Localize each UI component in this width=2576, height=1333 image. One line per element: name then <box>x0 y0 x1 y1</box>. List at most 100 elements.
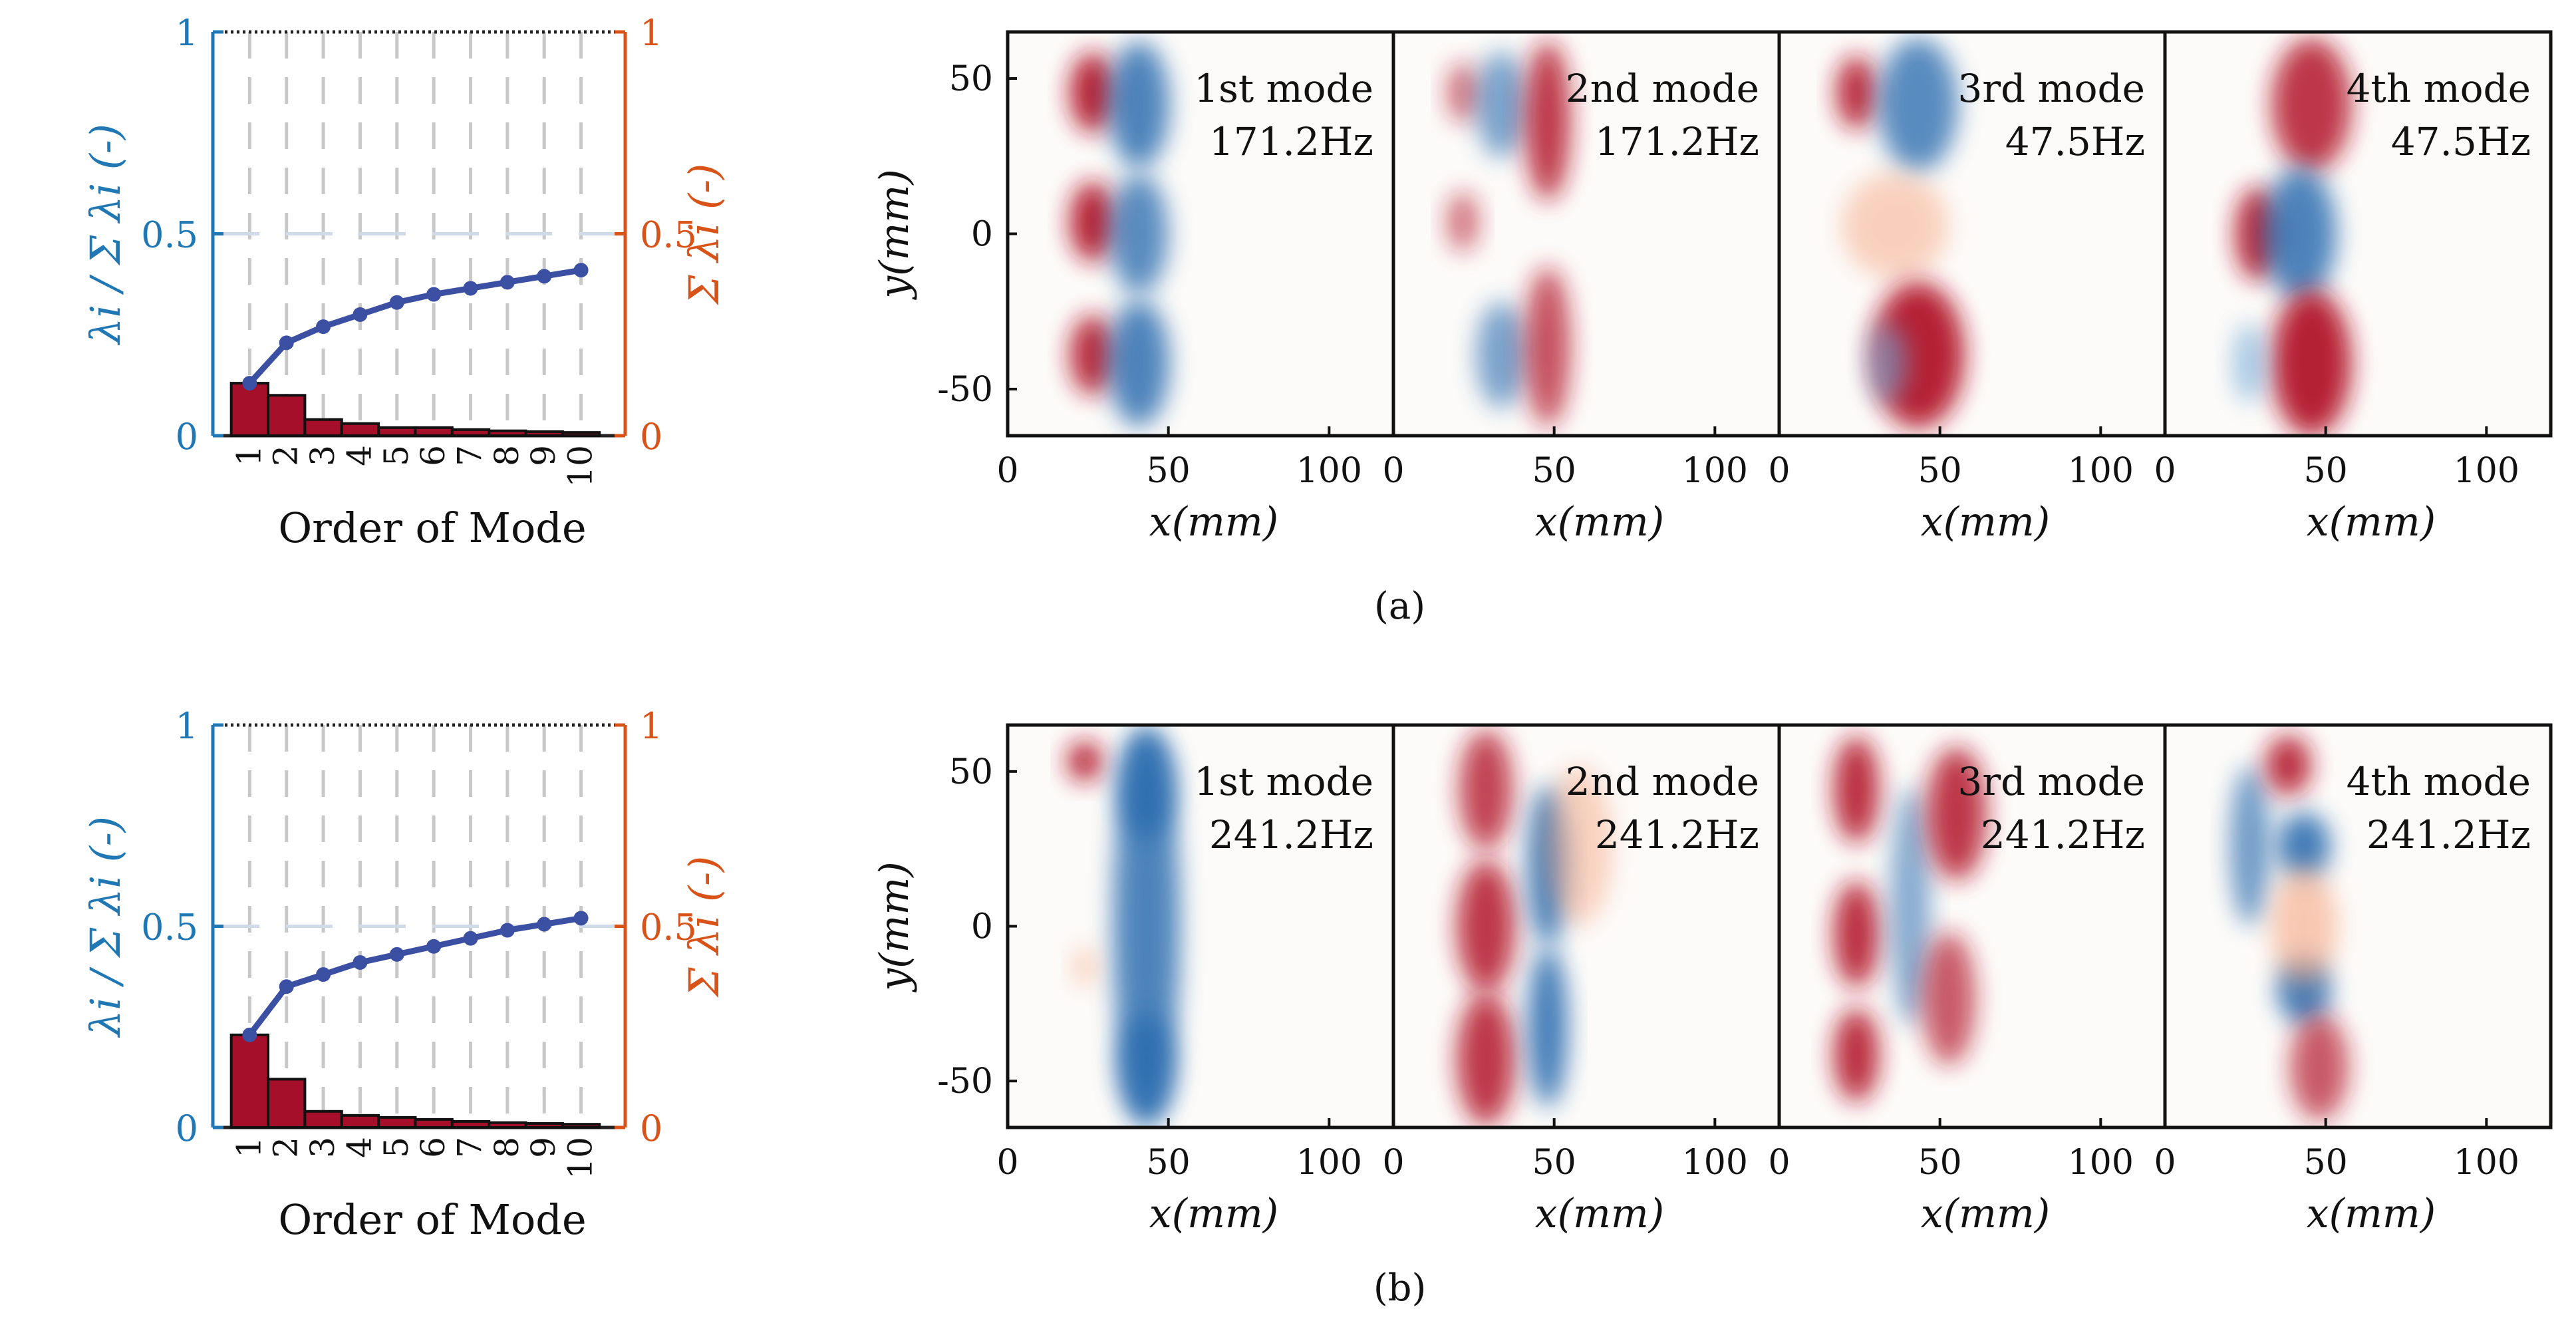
x-tick-label: 10 <box>561 445 600 488</box>
x-tick-label: 3 <box>303 445 342 466</box>
cumulative-point <box>353 307 368 322</box>
x-tick-label: 50 <box>1532 451 1576 491</box>
x-tick-label: 0 <box>2154 451 2176 491</box>
mode-blob <box>1070 315 1115 395</box>
cumulative-point <box>242 376 257 391</box>
left-tick-label: 0.5 <box>141 214 198 256</box>
mode-blob <box>1545 766 1612 926</box>
cumulative-point <box>279 335 294 351</box>
mode-panel-3: 3rd mode 241.2Hz 0 50 100 x(mm) <box>1768 723 2167 1237</box>
mode-blob <box>1834 881 1879 988</box>
mode-panel-2: 2nd mode 241.2Hz 0 50 100 x(mm) <box>1382 723 1781 1237</box>
mode-blob <box>1457 859 1516 993</box>
y-axis-label: y(mm) <box>871 169 918 301</box>
x-tick-label: 5 <box>377 1137 416 1158</box>
mode-blob <box>1073 947 1097 986</box>
left-axis-label: λi / Σ λi (-) <box>81 816 130 1038</box>
mode-blob <box>1068 741 1102 782</box>
x-tick-label: 1 <box>229 445 268 466</box>
x-tick-label: 50 <box>1532 1143 1576 1183</box>
mode-title: 3rd mode <box>1957 66 2145 111</box>
mode-field <box>1836 38 1965 428</box>
cumulative-point <box>389 947 404 962</box>
x-tick-label: 0 <box>1768 1143 1790 1183</box>
mode-field <box>2229 735 2349 1121</box>
x-tick-label: 9 <box>524 1137 563 1158</box>
cumulative-point <box>426 939 442 954</box>
mode-blob <box>1108 41 1170 168</box>
mode-blob <box>1109 174 1169 294</box>
panel-caption: (b) <box>1373 1266 1427 1310</box>
mode-blob <box>1922 932 1976 1066</box>
x-axis-label: x(mm) <box>1921 1191 2050 1237</box>
x-tick-label: 50 <box>2304 1143 2348 1183</box>
y-tick-label: 0 <box>971 907 993 947</box>
right-tick-label: 1 <box>640 12 662 54</box>
mode-blob <box>1528 947 1568 1107</box>
mode-blob <box>1834 736 1879 843</box>
x-tick-label: 0 <box>1382 451 1404 491</box>
x-tick-label: 100 <box>1296 451 1362 491</box>
x-tick-label: 9 <box>524 445 563 466</box>
mode-frequency: 241.2Hz <box>1981 812 2145 857</box>
x-axis-label: x(mm) <box>1921 499 2050 545</box>
mode-frequency: 241.2Hz <box>1595 812 1759 857</box>
cumulative-point <box>500 275 515 290</box>
x-tick-label: 50 <box>1147 1143 1191 1183</box>
mode-frequency: 171.2Hz <box>1209 119 1373 164</box>
right-tick-label: 0 <box>640 416 662 458</box>
cumulative-point <box>353 955 368 970</box>
left-tick-label: 1 <box>176 12 198 54</box>
mode-blob <box>1476 301 1527 408</box>
cumulative-point <box>426 287 442 302</box>
mode-blob <box>2277 812 2331 879</box>
mode-blob <box>1457 992 1516 1126</box>
bar <box>488 1121 527 1129</box>
cumulative-point <box>537 917 552 932</box>
x-axis-label: x(mm) <box>1535 499 1664 545</box>
x-tick-label: 4 <box>340 445 378 466</box>
mode-background <box>1008 725 1393 1127</box>
x-tick-label: 2 <box>267 445 305 466</box>
cumulative-point <box>463 281 478 296</box>
x-axis-label: x(mm) <box>1149 499 1278 545</box>
x-tick-label: 3 <box>303 1137 342 1158</box>
cumulative-point <box>242 1027 257 1042</box>
cumulative-line <box>247 915 582 1037</box>
x-tick-label: 7 <box>451 1137 490 1158</box>
mode-blob <box>1525 267 1570 427</box>
mode-panel-4: 4th mode 241.2Hz 0 50 100 x(mm) <box>2154 723 2553 1237</box>
mode-field <box>1457 729 1612 1126</box>
bar <box>488 429 527 438</box>
bar <box>303 1110 343 1129</box>
x-tick-label: 0 <box>996 451 1018 491</box>
mode-panels-a: 1st mode 171.2Hz 0 50 100 x(mm) 2nd mode 171.2H… <box>871 30 2553 545</box>
right-tick-label: 1 <box>640 705 662 747</box>
mode-background <box>2165 725 2551 1127</box>
mode-blob <box>1447 192 1479 252</box>
mode-blob <box>2229 766 2270 926</box>
bar <box>524 430 564 437</box>
mode-title: 2nd mode <box>1566 66 1759 111</box>
x-tick-label: 1 <box>229 1137 268 1158</box>
x-tick-label: 50 <box>1147 451 1191 491</box>
mode-title: 3rd mode <box>1957 759 2145 804</box>
cumulative-point <box>573 911 589 926</box>
left-axis-label: λi / Σ λi (-) <box>81 124 130 346</box>
right-tick-label: 0.5 <box>640 907 697 949</box>
mode-field <box>1070 41 1170 426</box>
left-tick-label: 1 <box>176 705 198 747</box>
mode-blob <box>1070 53 1115 133</box>
left-tick-label: 0.5 <box>141 907 198 949</box>
mode-blob <box>1117 1014 1176 1121</box>
cumulative-point <box>463 931 478 946</box>
y-tick-label: -50 <box>937 1062 993 1102</box>
cumulative-line <box>247 267 582 386</box>
bar <box>267 1078 307 1129</box>
mode-title: 2nd mode <box>1566 759 1759 804</box>
cumulative-point <box>316 319 331 335</box>
x-tick-label: 2 <box>267 1137 305 1158</box>
x-tick-label: 100 <box>1682 1143 1748 1183</box>
